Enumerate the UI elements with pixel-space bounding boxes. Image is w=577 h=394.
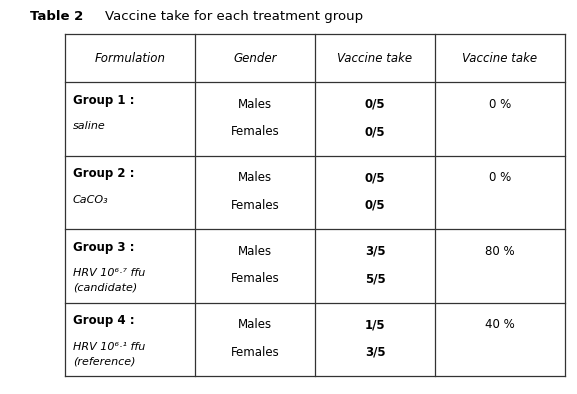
- Text: Table 2: Table 2: [30, 9, 83, 22]
- Text: Males: Males: [238, 98, 272, 111]
- Text: Group 1 :: Group 1 :: [73, 94, 134, 107]
- Text: CaCO₃: CaCO₃: [73, 195, 108, 204]
- Text: 0/5: 0/5: [365, 125, 385, 138]
- Text: (reference): (reference): [73, 356, 136, 366]
- Text: 3/5: 3/5: [365, 346, 385, 359]
- Text: Vaccine take for each treatment group: Vaccine take for each treatment group: [105, 9, 363, 22]
- Text: saline: saline: [73, 121, 106, 131]
- Text: Group 2 :: Group 2 :: [73, 167, 134, 180]
- Text: Females: Females: [231, 273, 279, 286]
- Text: 5/5: 5/5: [365, 273, 385, 286]
- Text: HRV 10⁶·⁷ ffu: HRV 10⁶·⁷ ffu: [73, 268, 145, 278]
- Text: Males: Males: [238, 318, 272, 331]
- Text: 0 %: 0 %: [489, 98, 511, 111]
- Text: Females: Females: [231, 125, 279, 138]
- Text: 0 %: 0 %: [489, 171, 511, 184]
- Text: Formulation: Formulation: [95, 52, 166, 65]
- Text: Vaccine take: Vaccine take: [338, 52, 413, 65]
- Text: 40 %: 40 %: [485, 318, 515, 331]
- Text: Males: Males: [238, 245, 272, 258]
- Text: HRV 10⁶·¹ ffu: HRV 10⁶·¹ ffu: [73, 342, 145, 351]
- Text: 0/5: 0/5: [365, 171, 385, 184]
- Text: 0/5: 0/5: [365, 98, 385, 111]
- Text: (candidate): (candidate): [73, 283, 137, 293]
- Text: Vaccine take: Vaccine take: [462, 52, 538, 65]
- Text: Gender: Gender: [233, 52, 277, 65]
- Text: 0/5: 0/5: [365, 199, 385, 212]
- Text: 3/5: 3/5: [365, 245, 385, 258]
- Text: Males: Males: [238, 171, 272, 184]
- Text: 80 %: 80 %: [485, 245, 515, 258]
- Text: Group 3 :: Group 3 :: [73, 241, 134, 254]
- Text: Females: Females: [231, 346, 279, 359]
- Text: Group 4 :: Group 4 :: [73, 314, 134, 327]
- Text: Females: Females: [231, 199, 279, 212]
- Text: 1/5: 1/5: [365, 318, 385, 331]
